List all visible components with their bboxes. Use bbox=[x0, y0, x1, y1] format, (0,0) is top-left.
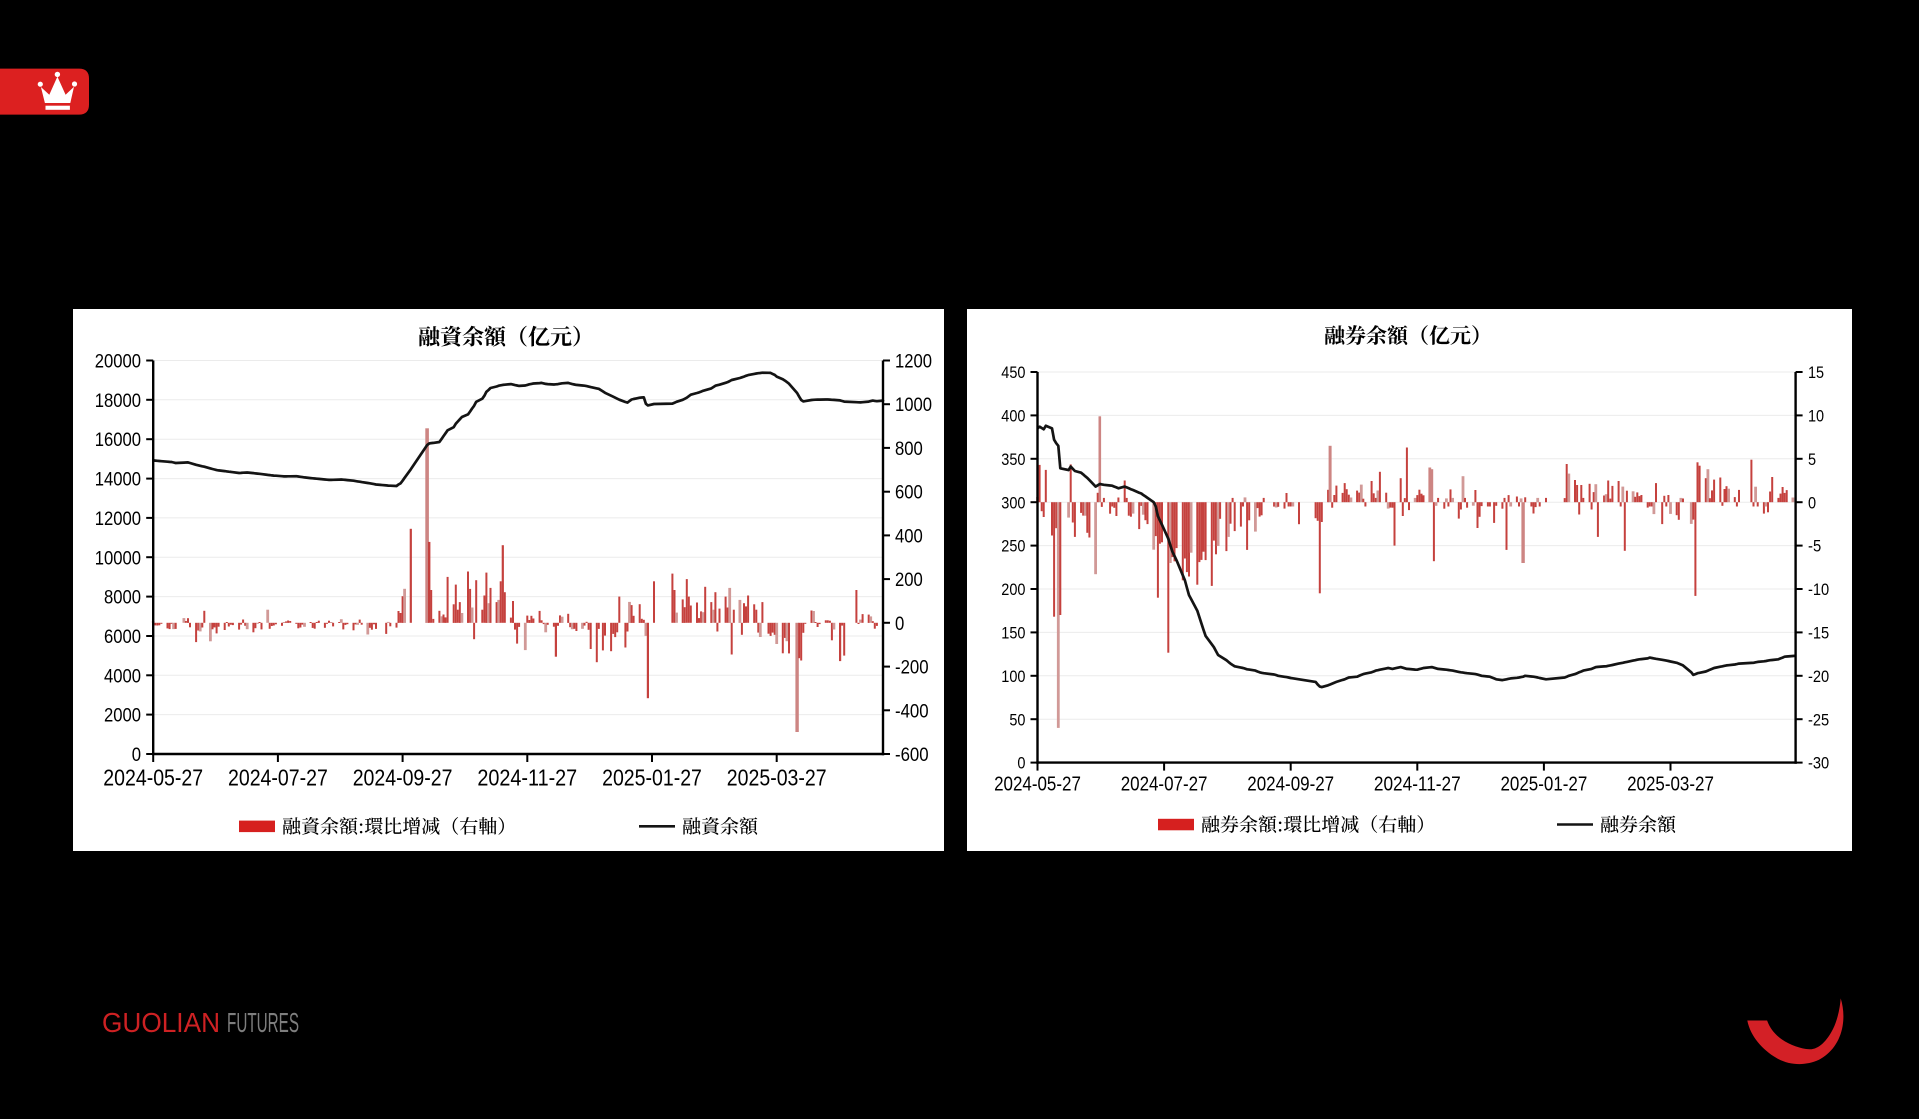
svg-text:2000: 2000 bbox=[104, 705, 141, 727]
svg-text:5: 5 bbox=[1808, 450, 1816, 469]
svg-text:2025-03-27: 2025-03-27 bbox=[727, 765, 827, 791]
svg-text:350: 350 bbox=[1001, 450, 1025, 469]
svg-text:200: 200 bbox=[1001, 580, 1025, 599]
svg-text:1200: 1200 bbox=[895, 351, 932, 373]
svg-text:400: 400 bbox=[1001, 407, 1025, 426]
svg-text:1000: 1000 bbox=[895, 394, 932, 416]
svg-text:GUOLIAN: GUOLIAN bbox=[102, 1007, 220, 1038]
svg-text:20000: 20000 bbox=[95, 351, 141, 373]
svg-text:2024-07-27: 2024-07-27 bbox=[1121, 774, 1208, 796]
svg-text:14000: 14000 bbox=[95, 469, 141, 491]
svg-text:0: 0 bbox=[1808, 493, 1816, 512]
svg-text:2025-01-27: 2025-01-27 bbox=[1501, 774, 1588, 796]
svg-text:2024-11-27: 2024-11-27 bbox=[477, 765, 577, 791]
svg-text:15: 15 bbox=[1808, 363, 1824, 382]
svg-text:-400: -400 bbox=[895, 700, 929, 722]
svg-text:16000: 16000 bbox=[95, 429, 141, 451]
svg-text:4000: 4000 bbox=[104, 665, 141, 687]
svg-text:2024-11-27: 2024-11-27 bbox=[1374, 774, 1461, 796]
svg-text:100: 100 bbox=[1001, 667, 1025, 686]
svg-text:2024-07-27: 2024-07-27 bbox=[228, 765, 328, 791]
svg-text:6000: 6000 bbox=[104, 626, 141, 648]
svg-text:10000: 10000 bbox=[95, 547, 141, 569]
svg-text:50: 50 bbox=[1009, 710, 1025, 729]
svg-text:10: 10 bbox=[1808, 407, 1824, 426]
svg-text:450: 450 bbox=[1001, 363, 1025, 382]
svg-text:800: 800 bbox=[895, 438, 923, 460]
svg-text:2024-09-27: 2024-09-27 bbox=[353, 765, 453, 791]
svg-text:150: 150 bbox=[1001, 624, 1025, 643]
svg-text:-25: -25 bbox=[1808, 710, 1829, 729]
svg-text:-200: -200 bbox=[895, 657, 929, 679]
svg-text:-600: -600 bbox=[895, 744, 929, 766]
svg-text:-20: -20 bbox=[1808, 667, 1829, 686]
svg-text:0: 0 bbox=[895, 613, 904, 635]
svg-text:2024-05-27: 2024-05-27 bbox=[994, 774, 1081, 796]
svg-text:-10: -10 bbox=[1808, 580, 1829, 599]
svg-text:0: 0 bbox=[1017, 754, 1025, 773]
svg-text:8000: 8000 bbox=[104, 587, 141, 609]
svg-text:250: 250 bbox=[1001, 537, 1025, 556]
svg-text:-5: -5 bbox=[1808, 537, 1821, 556]
svg-text:600: 600 bbox=[895, 482, 923, 504]
svg-text:-30: -30 bbox=[1808, 754, 1829, 773]
svg-text:2024-05-27: 2024-05-27 bbox=[103, 765, 203, 791]
svg-text:300: 300 bbox=[1001, 493, 1025, 512]
svg-text:2025-01-27: 2025-01-27 bbox=[602, 765, 702, 791]
svg-text:12000: 12000 bbox=[95, 508, 141, 530]
svg-text:400: 400 bbox=[895, 525, 923, 547]
svg-text:200: 200 bbox=[895, 569, 923, 591]
svg-text:2025-03-27: 2025-03-27 bbox=[1627, 774, 1714, 796]
svg-text:18000: 18000 bbox=[95, 390, 141, 412]
svg-text:-15: -15 bbox=[1808, 624, 1829, 643]
svg-text:2024-09-27: 2024-09-27 bbox=[1247, 774, 1334, 796]
svg-text:0: 0 bbox=[132, 744, 141, 766]
svg-text:FUTURES: FUTURES bbox=[227, 1007, 299, 1038]
